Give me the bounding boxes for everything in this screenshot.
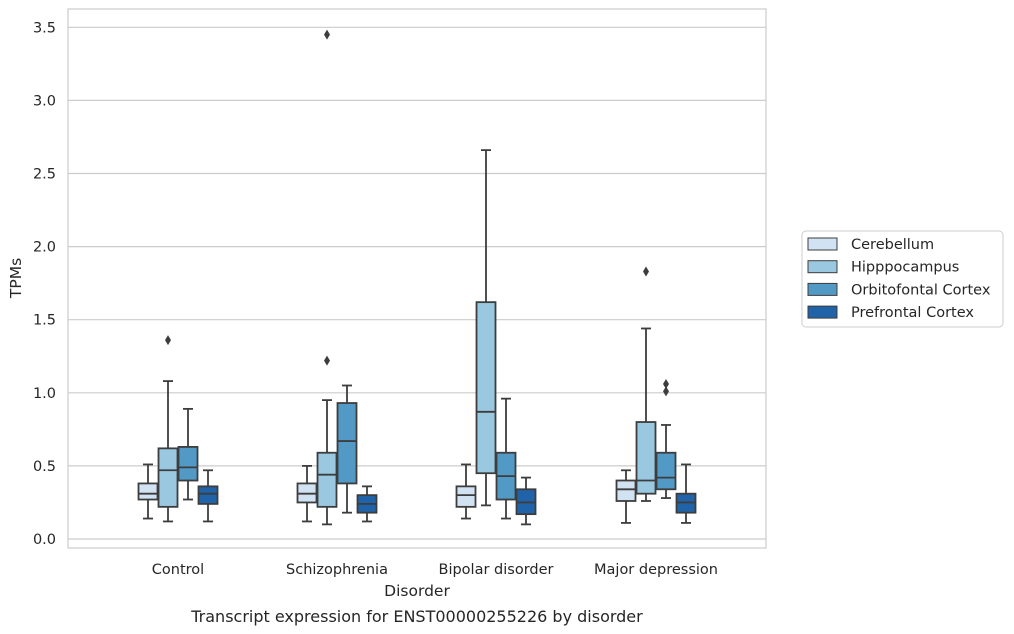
chart-caption: Transcript expression for ENST0000025522… [190,607,643,626]
box-body [336,402,358,485]
x-tick-labels: Control Schizophrenia Bipolar disorder Majo… [152,562,718,578]
box-orbitofontal-cortex-2 [495,397,517,520]
box-cerebellum-3 [615,469,637,524]
y-tick-label: 3.5 [33,20,56,36]
legend: Cerebellum Hipppocampus Orbitofontal Corte… [801,230,1004,328]
box-hipppocampus-0 [157,335,179,523]
box-body [316,451,338,508]
legend-label: Prefrontal Cortex [851,305,974,321]
box-prefrontal-cortex-0 [197,469,219,523]
y-axis-label: TPMs [7,258,25,299]
box-hipppocampus-1 [316,29,338,526]
legend-label: Orbitofontal Cortex [851,282,991,298]
y-tick-labels: 0.0 0.5 1.0 1.5 2.0 2.5 3.0 3.5 [33,20,56,548]
outlier-point [663,379,669,390]
y-tick-label: 2.5 [33,167,56,183]
x-tick-label: Bipolar disorder [439,562,554,578]
y-tick-label: 2.0 [33,240,56,256]
y-tick-label: 0.0 [33,532,56,548]
legend-label: Hipppocampus [851,260,959,276]
y-tick-label: 1.0 [33,386,56,402]
y-tick-label: 0.5 [33,459,56,475]
x-tick-label: Major depression [594,562,718,578]
x-tick-label: Control [152,562,204,578]
legend-label: Cerebellum [851,237,934,253]
box-orbitofontal-cortex-1 [336,384,358,514]
box-orbitofontal-cortex-0 [177,407,199,501]
box-cerebellum-0 [137,463,159,520]
legend-frame [801,230,1004,328]
legend-swatch [807,260,838,274]
legend-swatch [807,282,838,296]
legend-swatch [807,237,838,251]
box-orbitofontal-cortex-3 [655,379,677,499]
outlier-point [165,335,171,346]
outlier-point [663,386,669,397]
box-body [157,447,179,508]
x-tick-label: Schizophrenia [286,562,388,578]
box-body [137,482,159,501]
box-body [455,485,477,508]
x-axis-label: Disorder [384,582,450,600]
box-series [137,29,697,526]
box-prefrontal-cortex-1 [356,485,378,523]
box-body [615,479,637,502]
box-body [197,485,219,505]
outlier-point [643,266,649,277]
outlier-point [324,29,330,40]
y-tick-label: 3.0 [33,93,56,109]
box-body [177,445,199,482]
y-tick-label: 1.5 [33,313,56,329]
box-hipppocampus-2 [475,149,497,507]
box-body [475,301,497,475]
box-body [635,421,657,495]
box-cerebellum-2 [455,463,477,520]
box-hipppocampus-3 [635,266,657,502]
outlier-point [324,355,330,366]
box-cerebellum-1 [296,464,318,523]
box-prefrontal-cortex-2 [515,476,537,526]
box-prefrontal-cortex-3 [675,463,697,524]
legend-swatch [807,305,838,319]
box-body [655,451,677,491]
